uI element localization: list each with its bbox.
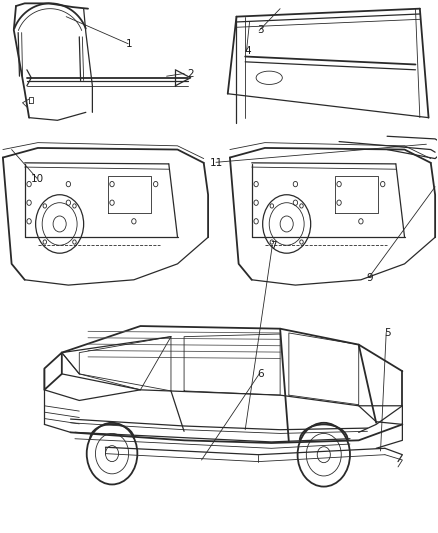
Text: 10: 10 xyxy=(31,174,44,184)
Text: 11: 11 xyxy=(210,158,223,168)
Text: 7: 7 xyxy=(270,241,277,251)
Text: 3: 3 xyxy=(257,26,264,36)
Text: 5: 5 xyxy=(384,328,390,338)
Text: 1: 1 xyxy=(126,39,133,49)
Text: 6: 6 xyxy=(257,369,264,379)
Text: 4: 4 xyxy=(244,46,251,56)
Text: 9: 9 xyxy=(366,273,373,283)
Text: 2: 2 xyxy=(187,69,194,79)
